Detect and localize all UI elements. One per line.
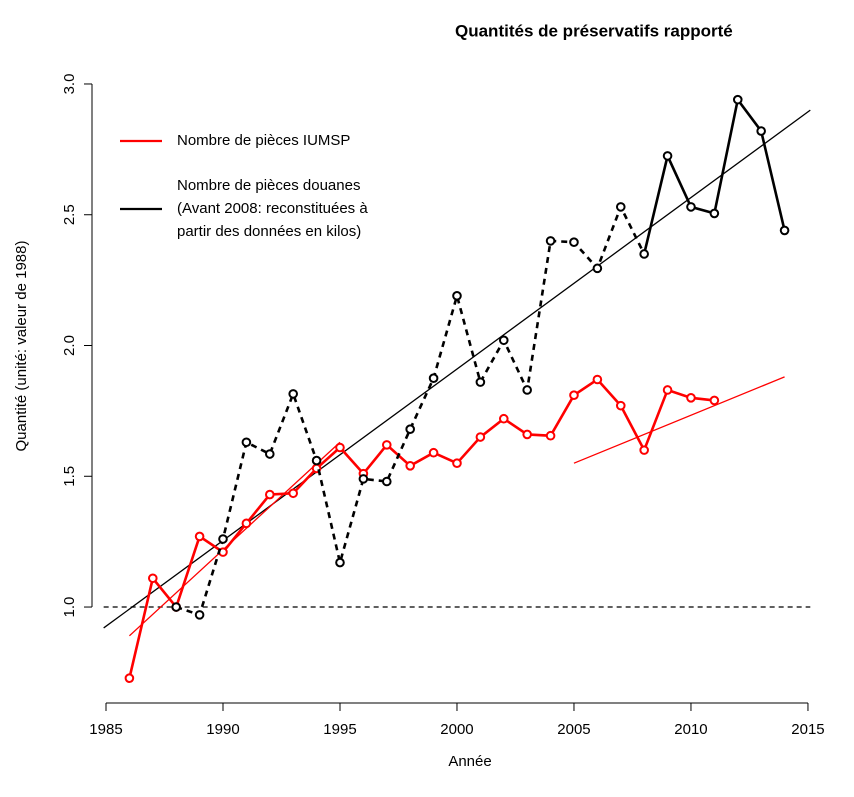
point — [569, 390, 579, 400]
legend-label: Nombre de pièces douanes (Avant 2008: rec… — [177, 177, 368, 240]
point — [686, 393, 696, 403]
point — [522, 385, 532, 395]
point — [335, 557, 345, 568]
x-tick-label: 2015 — [791, 721, 824, 738]
point — [288, 389, 298, 399]
point — [545, 236, 556, 246]
x-tick-label: 2000 — [440, 721, 473, 738]
point — [592, 263, 603, 274]
y-axis-label: Quantité (unité: valeur de 1988) — [13, 241, 30, 452]
point — [428, 447, 439, 458]
series-line — [642, 96, 786, 255]
point — [779, 225, 790, 236]
point — [732, 94, 743, 105]
point — [288, 488, 298, 499]
x-axis-label: Année — [448, 753, 491, 770]
point — [358, 474, 369, 484]
point — [452, 291, 462, 301]
point — [756, 126, 766, 136]
series-line — [128, 377, 715, 679]
point — [639, 445, 649, 455]
y-tick-label: 1.5 — [61, 466, 78, 487]
point — [592, 374, 603, 385]
point — [241, 518, 252, 529]
point — [428, 373, 439, 383]
point — [475, 432, 486, 442]
point — [171, 602, 181, 612]
y-tick-label: 2.0 — [61, 335, 78, 356]
point — [147, 573, 158, 584]
x-tick-label: 1995 — [323, 721, 356, 738]
x-tick-label: 2005 — [557, 721, 590, 738]
point — [709, 395, 720, 406]
y-tick-label: 2.5 — [61, 204, 78, 225]
point — [545, 430, 556, 441]
point — [498, 335, 509, 346]
series-line — [175, 203, 646, 617]
point — [452, 458, 462, 468]
y-tick-label: 1.0 — [61, 597, 78, 618]
point — [335, 442, 345, 453]
point — [522, 429, 532, 440]
y-tick-label: 3.0 — [61, 74, 78, 95]
trend-line — [573, 376, 785, 464]
point — [615, 400, 626, 411]
legend-label: Nombre de pièces IUMSP — [177, 132, 350, 149]
point — [405, 424, 415, 434]
point — [194, 610, 205, 620]
point — [311, 455, 322, 466]
x-tick-label: 2010 — [674, 721, 707, 738]
point — [381, 476, 392, 487]
point — [241, 437, 252, 448]
point — [662, 385, 673, 395]
point — [615, 202, 626, 212]
point — [475, 377, 486, 387]
point — [218, 534, 228, 544]
x-tick-label: 1990 — [206, 721, 239, 738]
chart-title: Quantités de préservatifs rapporté — [455, 21, 733, 40]
point — [686, 202, 696, 212]
point — [498, 413, 509, 424]
point — [405, 461, 415, 471]
point — [709, 208, 720, 219]
point — [569, 237, 579, 248]
point — [381, 440, 392, 450]
point — [264, 489, 275, 500]
point — [264, 449, 275, 459]
x-tick-label: 1985 — [89, 721, 122, 738]
point — [639, 249, 649, 259]
point — [662, 151, 673, 161]
point — [194, 531, 205, 542]
point — [124, 673, 135, 683]
